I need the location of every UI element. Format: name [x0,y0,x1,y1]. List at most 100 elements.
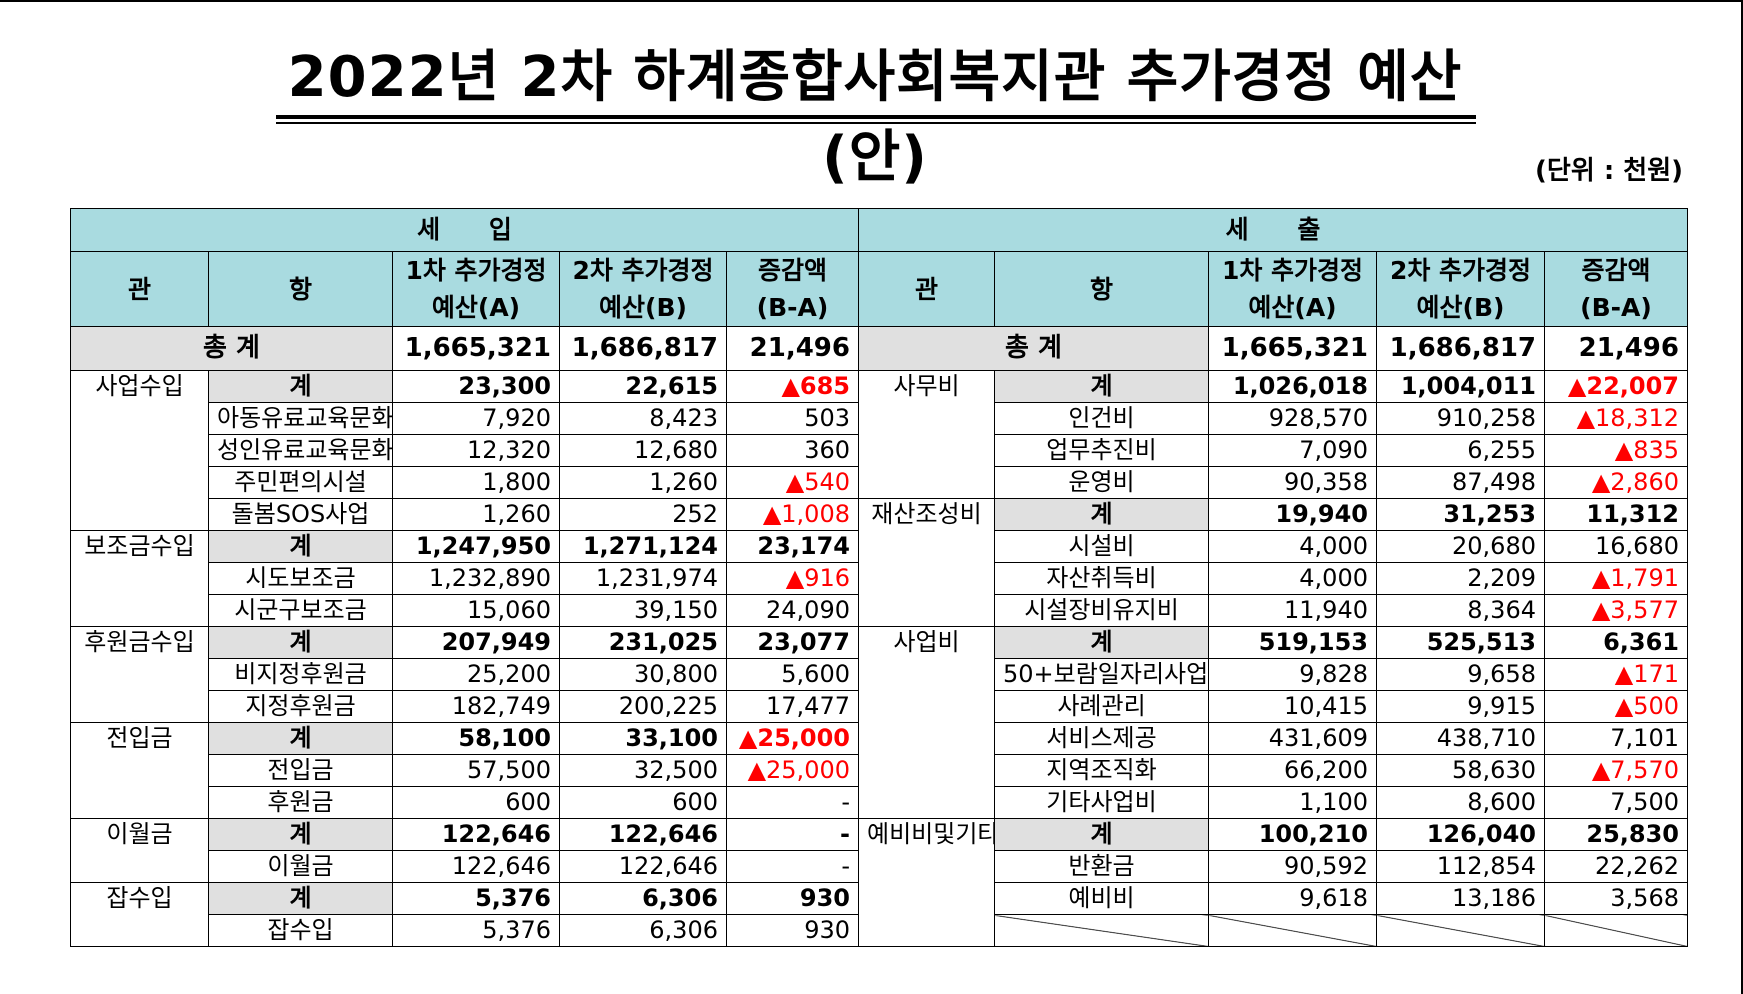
col-b-label-1: 2차 추가경정 [1389,256,1532,285]
income-value-b-cell: 122,646 [559,850,727,883]
income-total-label: 총 계 [70,326,393,371]
expense-hang-cell: 예비비 [994,882,1209,915]
income-hang-cell: 돌봄SOS사업 [208,498,393,531]
income-hang-cell: 주민편의시설 [208,466,393,499]
col-diff-label-2: (B-A) [756,293,829,322]
expense-value-diff-cell: 3,568 [1544,882,1688,915]
col-diff-label-1: 증감액 [1581,256,1651,285]
expense-value-a-cell: 928,570 [1208,402,1377,435]
income-hang-cell: 비지정후원금 [208,658,393,691]
expense-total-b: 1,686,817 [1376,326,1545,371]
col-a-label-2: 예산(A) [431,293,521,322]
income-hang-cell: 이월금 [208,850,393,883]
table-row: 잡수입 5,376 6,306 930 [71,914,1688,947]
table-row: 잡수입 계 5,376 6,306 930 예비비 9,618 13,186 3,568 [70,882,1688,947]
expense-value-a-cell: 90,358 [1208,466,1377,499]
income-value-a-cell: 207,949 [392,626,560,659]
expense-value-b-cell: 6,255 [1376,434,1545,467]
income-value-diff-cell: ▲685 [726,370,859,403]
table-row: 사업수입 계 23,300 22,615 ▲685 사무비 계 1,026,018 1,004,… [70,370,1688,531]
title-underline [276,115,1476,119]
income-gwan-cell: 전입금 [70,722,209,819]
title-underline-thin [276,122,1476,124]
income-value-a-cell: 5,376 [392,914,560,947]
expense-total-a: 1,665,321 [1208,326,1377,371]
expense-hang-cell: 기타사업비 [994,786,1209,819]
expense-hang-cell: 계 [994,498,1209,531]
income-value-b-cell: 6,306 [559,882,727,915]
expense-value-a-cell: 100,210 [1208,818,1377,851]
income-gwan-cell: 이월금 [70,818,209,883]
expense-col-a-header: 1차 추가경정 예산(A) [1208,251,1377,327]
expense-gwan-cell: 사업비 [858,626,995,819]
expense-hang-cell: 사례관리 [994,690,1209,723]
income-value-diff-cell: 23,174 [726,530,859,563]
income-value-a-cell: 25,200 [392,658,560,691]
expense-value-a-cell: 4,000 [1208,562,1377,595]
income-hang-cell: 후원금 [208,786,393,819]
table-row: 지정후원금 182,749 200,225 17,477 사례관리 10,415 9,915… [71,690,1688,723]
income-gwan-cell: 보조금수입 [70,530,209,627]
expense-hang-cell: 50+보람일자리사업 [994,658,1209,691]
expense-value-a-cell: 7,090 [1208,434,1377,467]
expense-value-a-cell: 66,200 [1208,754,1377,787]
income-value-diff-cell: - [726,786,859,819]
income-hang-header: 항 [208,251,393,327]
expense-value-b-cell: 525,513 [1376,626,1545,659]
income-value-a-cell: 1,800 [392,466,560,499]
expense-hang-cell: 계 [994,370,1209,403]
expense-value-b-cell: 438,710 [1376,722,1545,755]
expense-value-b-cell: 9,915 [1376,690,1545,723]
income-value-a-cell: 182,749 [392,690,560,723]
expense-value-a-cell: 11,940 [1208,594,1377,627]
income-value-diff-cell: ▲25,000 [726,722,859,755]
income-value-diff-cell: 503 [726,402,859,435]
income-value-a-cell: 1,260 [392,498,560,531]
income-value-a-cell: 58,100 [392,722,560,755]
expense-value-diff-cell: ▲2,860 [1544,466,1688,499]
income-gwan-cell: 잡수입 [70,882,209,947]
expense-gwan-cell: 재산조성비 [858,498,995,627]
income-value-b-cell: 200,225 [559,690,727,723]
expense-hang-cell: 시설장비유지비 [994,594,1209,627]
budget-table: 세 입 세 출 관 항 1차 추가경정 예산(A) 2차 추가경정 예산(B) 증감… [70,208,1688,947]
expense-value-b-cell: 8,364 [1376,594,1545,627]
income-value-b-cell: 22,615 [559,370,727,403]
table-row: 시도보조금 1,232,890 1,231,974 ▲916 자산취득비 4,000 2,2… [71,562,1688,595]
income-col-b-header: 2차 추가경정 예산(B) [559,251,727,327]
expense-value-diff-cell: 6,361 [1544,626,1688,659]
col-diff-label-2: (B-A) [1580,293,1652,322]
income-hang-cell: 잡수입 [208,914,393,947]
income-value-a-cell: 1,232,890 [392,562,560,595]
income-value-a-cell: 5,376 [392,882,560,915]
income-value-diff-cell: 17,477 [726,690,859,723]
expense-hang-header: 항 [994,251,1209,327]
expense-value-diff-cell: ▲3,577 [1544,594,1688,627]
table-row: 전입금 57,500 32,500 ▲25,000 지역조직화 66,200 58,630 ▲… [71,754,1688,787]
table-row: 후원금수입 계 207,949 231,025 23,077 사업비 계 519,153 525… [70,626,1688,819]
expense-gwan-cell: 사무비 [858,370,995,499]
income-hang-cell: 시도보조금 [208,562,393,595]
frame-top-border [0,0,1743,2]
income-hang-cell: 계 [208,818,393,851]
income-value-diff-cell: - [726,850,859,883]
expense-hang-cell: 자산취득비 [994,562,1209,595]
table-row: 후원금 600 600- 기타사업비 1,100 8,600 7,500 [71,786,1688,819]
income-value-b-cell: 252 [559,498,727,531]
expense-value-a-cell: 1,026,018 [1208,370,1377,403]
expense-hang-cell: 시설비 [994,530,1209,563]
expense-total-diff: 21,496 [1544,326,1688,371]
expense-value-diff-cell: ▲7,570 [1544,754,1688,787]
expense-value-a-cell: 10,415 [1208,690,1377,723]
income-value-b-cell: 1,271,124 [559,530,727,563]
expense-value-diff-cell: 16,680 [1544,530,1688,563]
income-value-a-cell: 122,646 [392,818,560,851]
expense-value-diff-cell: 25,830 [1544,818,1688,851]
income-value-diff-cell: ▲540 [726,466,859,499]
expense-value-a-cell: 9,618 [1208,882,1377,915]
empty-diagonal-cell [1208,914,1377,947]
table-row: 보조금수입 계 1,247,950 1,271,124 23,174 시설비 4,000 20… [70,530,1688,627]
expense-value-diff-cell: ▲18,312 [1544,402,1688,435]
expense-hang-cell: 인건비 [994,402,1209,435]
income-value-b-cell: 1,231,974 [559,562,727,595]
